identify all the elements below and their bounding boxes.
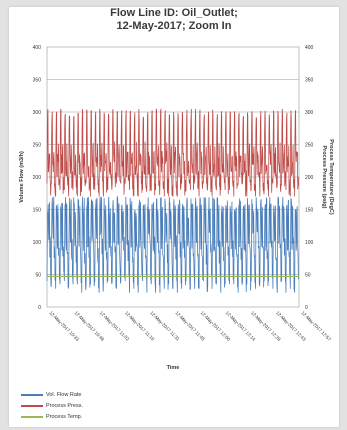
chart-title: Flow Line ID: Oil_Outlet; 12-May-2017; Z… xyxy=(9,7,339,33)
legend-swatch-pressure xyxy=(21,404,43,407)
legend-label-flow: Vol. Flow Rate xyxy=(46,391,82,398)
y2-tick-label: 0 xyxy=(305,305,308,311)
y-tick-label: 50 xyxy=(35,273,41,279)
y2-tick-label: 100 xyxy=(305,240,314,246)
chart-title-line-1: Flow Line ID: Oil_Outlet; xyxy=(110,7,238,19)
series-line-pressure xyxy=(46,108,300,197)
legend-swatch-flow xyxy=(21,393,43,396)
y-tick-label: 300 xyxy=(33,110,42,116)
legend-swatch-temperature xyxy=(21,415,43,418)
legend-label-pressure: Process Press. xyxy=(46,402,83,409)
y-tick-label: 350 xyxy=(33,78,42,84)
y-tick-label: 200 xyxy=(33,175,42,181)
chart-title-line-2: 12-May-2017; Zoom In xyxy=(116,20,232,32)
y-tick-label: 400 xyxy=(33,45,42,51)
legend-item-temperature: Process Temp. xyxy=(21,411,83,422)
legend-item-pressure: Process Press. xyxy=(21,400,83,411)
y2-tick-label: 150 xyxy=(305,208,314,214)
y2-axis-label: Process Temperature (DegC) xyxy=(328,139,334,215)
y2-tick-label: 200 xyxy=(305,175,314,181)
y2-tick-label: 300 xyxy=(305,110,314,116)
y2-tick-label: 50 xyxy=(305,273,311,279)
chart-card: Flow Line ID: Oil_Outlet; 12-May-2017; Z… xyxy=(9,7,339,427)
legend-item-flow: Vol. Flow Rate xyxy=(21,389,83,400)
y-tick-label: 150 xyxy=(33,208,42,214)
y2-tick-label: 400 xyxy=(305,45,314,51)
y2-tick-label: 250 xyxy=(305,143,314,149)
y-tick-label: 250 xyxy=(33,143,42,149)
legend: Vol. Flow Rate Process Press. Process Te… xyxy=(21,389,83,422)
y2-tick-label: 350 xyxy=(305,78,314,84)
x-axis-label: Time xyxy=(167,365,180,371)
line-chart: 0 0 50 50 100 100 150 150 200 200 250 250 300 300 350 3… xyxy=(19,45,334,371)
series-line-flow xyxy=(46,195,300,293)
y-axis-label: Volume Flow (m3/h) xyxy=(19,151,25,203)
legend-label-temperature: Process Temp. xyxy=(46,413,83,420)
y-tick-label: 100 xyxy=(33,240,42,246)
y-tick-label: 0 xyxy=(38,305,41,311)
y2-axis-label: Process Pressure (psig) xyxy=(321,146,327,209)
